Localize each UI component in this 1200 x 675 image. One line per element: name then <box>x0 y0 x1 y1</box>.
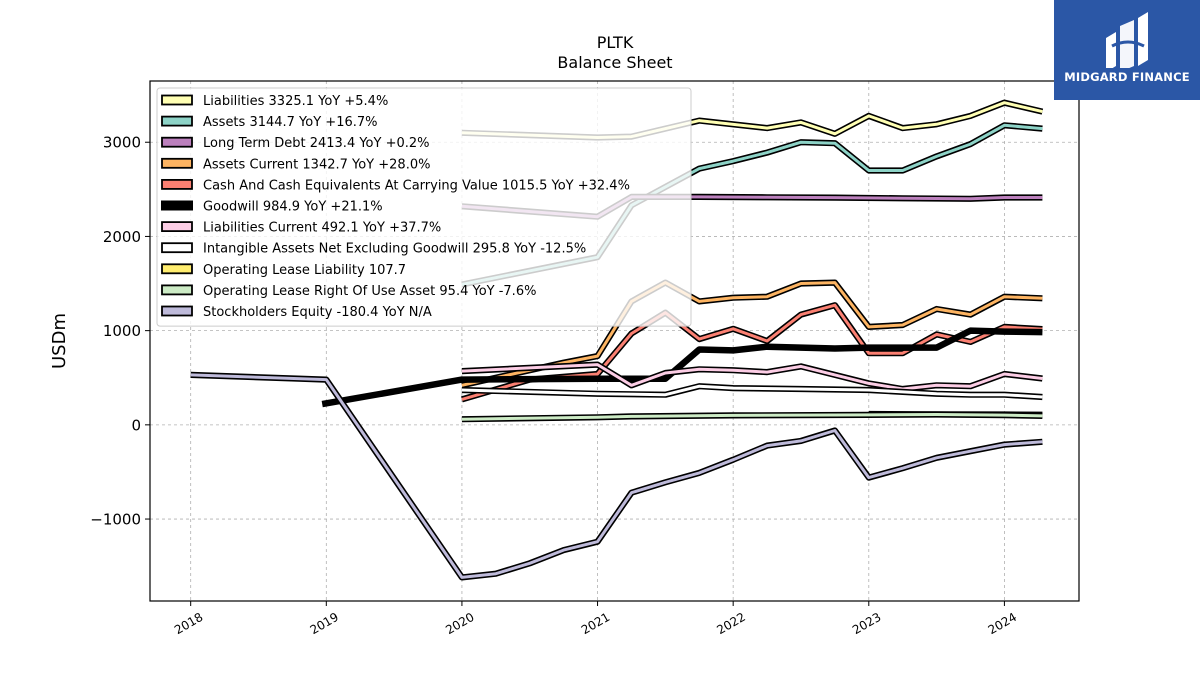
legend-item: Assets 3144.7 YoY +16.7% <box>161 115 378 130</box>
legend-label: Stockholders Equity -180.4 YoY N/A <box>203 305 432 320</box>
x-tick-label: 2018 <box>172 610 205 637</box>
legend-item: Assets Current 1342.7 YoY +28.0% <box>161 157 430 172</box>
series-stroke <box>461 413 1043 421</box>
legend-item: Goodwill 984.9 YoY +21.1% <box>161 200 383 215</box>
series-line <box>461 279 1043 389</box>
x-tick-label: 2022 <box>714 610 747 637</box>
series-stroke <box>461 363 1043 391</box>
legend-item: Long Term Debt 2413.4 YoY +0.2% <box>161 136 430 151</box>
chart-subtitle: Balance Sheet <box>557 53 672 72</box>
series-stroke <box>190 373 1043 579</box>
legend-label: Liabilities 3325.1 YoY +5.4% <box>203 94 388 109</box>
series-line <box>461 361 1043 393</box>
x-tick-label: 2024 <box>986 610 1019 637</box>
x-tick-label: 2023 <box>850 610 883 637</box>
legend-label: Goodwill 984.9 YoY +21.1% <box>203 200 383 215</box>
y-tick-label: 0 <box>131 416 141 434</box>
y-tick-label: 2000 <box>103 228 141 246</box>
brand-mark-icon <box>1106 12 1148 68</box>
series-stroke <box>461 281 1043 387</box>
legend-swatch <box>161 242 193 254</box>
legend-item: Liabilities Current 492.1 YoY +37.7% <box>161 221 441 236</box>
legend-label: Intangible Assets Net Excluding Goodwill… <box>203 242 586 257</box>
chart-title: PLTK <box>597 33 634 52</box>
legend-label: Cash And Cash Equivalents At Carrying Va… <box>203 178 630 193</box>
legend-swatch <box>161 221 193 233</box>
legend-label: Operating Lease Right Of Use Asset 95.4 … <box>203 284 536 299</box>
y-tick-label: 3000 <box>103 134 141 152</box>
legend-item: Operating Lease Right Of Use Asset 95.4 … <box>161 284 536 299</box>
brand-name: MIDGARD FINANCE <box>1064 70 1190 84</box>
legend-item: Cash And Cash Equivalents At Carrying Va… <box>161 178 630 193</box>
brand-logo: MIDGARD FINANCE <box>1054 0 1200 100</box>
plot-frame <box>149 80 1080 602</box>
series-line <box>190 371 1043 581</box>
legend-swatch <box>161 94 193 106</box>
legend-swatch <box>161 157 193 169</box>
y-tick-label: −1000 <box>90 511 141 529</box>
series-line <box>461 383 1043 401</box>
legend-label: Liabilities Current 492.1 YoY +37.7% <box>203 221 441 236</box>
legend-swatch <box>161 115 193 127</box>
y-axis-label: USDm <box>49 313 70 369</box>
legend-swatch <box>161 178 193 190</box>
legend-box <box>156 87 692 327</box>
legend-label: Long Term Debt 2413.4 YoY +0.2% <box>203 136 430 151</box>
legend-swatch <box>161 200 193 211</box>
legend: Liabilities 3325.1 YoY +5.4% Assets 3144.… <box>156 87 692 327</box>
legend-item: Stockholders Equity -180.4 YoY N/A <box>161 305 432 320</box>
legend-swatch <box>161 305 193 317</box>
y-tick-label: 1000 <box>103 322 141 340</box>
legend-swatch <box>161 263 193 275</box>
x-tick-label: 2020 <box>443 610 476 637</box>
x-tick-label: 2021 <box>579 610 612 637</box>
legend-swatch <box>161 284 193 296</box>
legend-swatch <box>161 136 193 148</box>
legend-item: Liabilities 3325.1 YoY +5.4% <box>161 94 388 109</box>
legend-item: Operating Lease Liability 107.7 <box>161 263 406 278</box>
legend-item: Intangible Assets Net Excluding Goodwill… <box>161 242 586 257</box>
legend-label: Assets Current 1342.7 YoY +28.0% <box>203 157 430 172</box>
series-line <box>461 411 1043 423</box>
legend-label: Assets 3144.7 YoY +16.7% <box>203 115 378 130</box>
series-stroke <box>461 384 1043 399</box>
x-tick-label: 2019 <box>308 610 341 637</box>
series-outline <box>190 371 1043 581</box>
legend-label: Operating Lease Liability 107.7 <box>203 263 406 278</box>
